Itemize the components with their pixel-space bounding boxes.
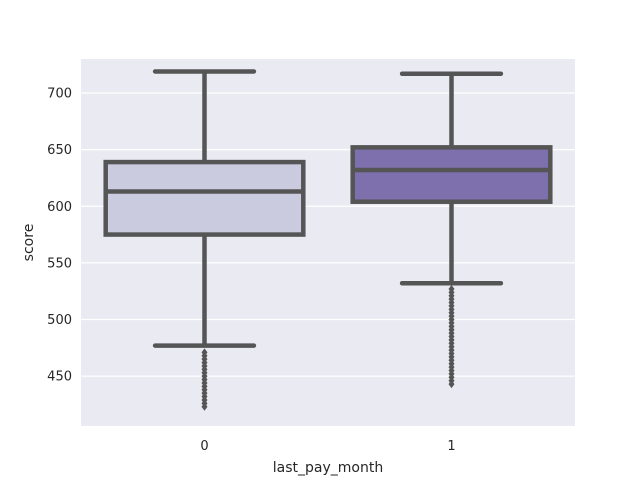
box-0 <box>103 69 306 411</box>
tick-labels: 450 500 550 600 650 700 0 1 <box>47 86 455 454</box>
box-1 <box>350 71 553 389</box>
y-tick-label: 650 <box>47 143 72 158</box>
y-tick-label: 600 <box>47 200 72 215</box>
x-tick-label: 1 <box>447 439 455 454</box>
x-tick-label: 0 <box>200 439 208 454</box>
plot-background <box>81 59 575 426</box>
box-iqr <box>350 145 553 204</box>
boxes <box>103 69 553 411</box>
x-axis-label: last_pay_month <box>273 460 383 476</box>
box-iqr <box>103 159 306 237</box>
y-tick-label: 450 <box>47 370 72 385</box>
outlier-point <box>201 402 208 411</box>
y-tick-label: 500 <box>47 313 72 328</box>
y-tick-label: 700 <box>47 86 72 101</box>
outlier-point <box>448 380 455 389</box>
y-axis-label: score <box>21 224 37 262</box>
y-tick-label: 550 <box>47 256 72 271</box>
